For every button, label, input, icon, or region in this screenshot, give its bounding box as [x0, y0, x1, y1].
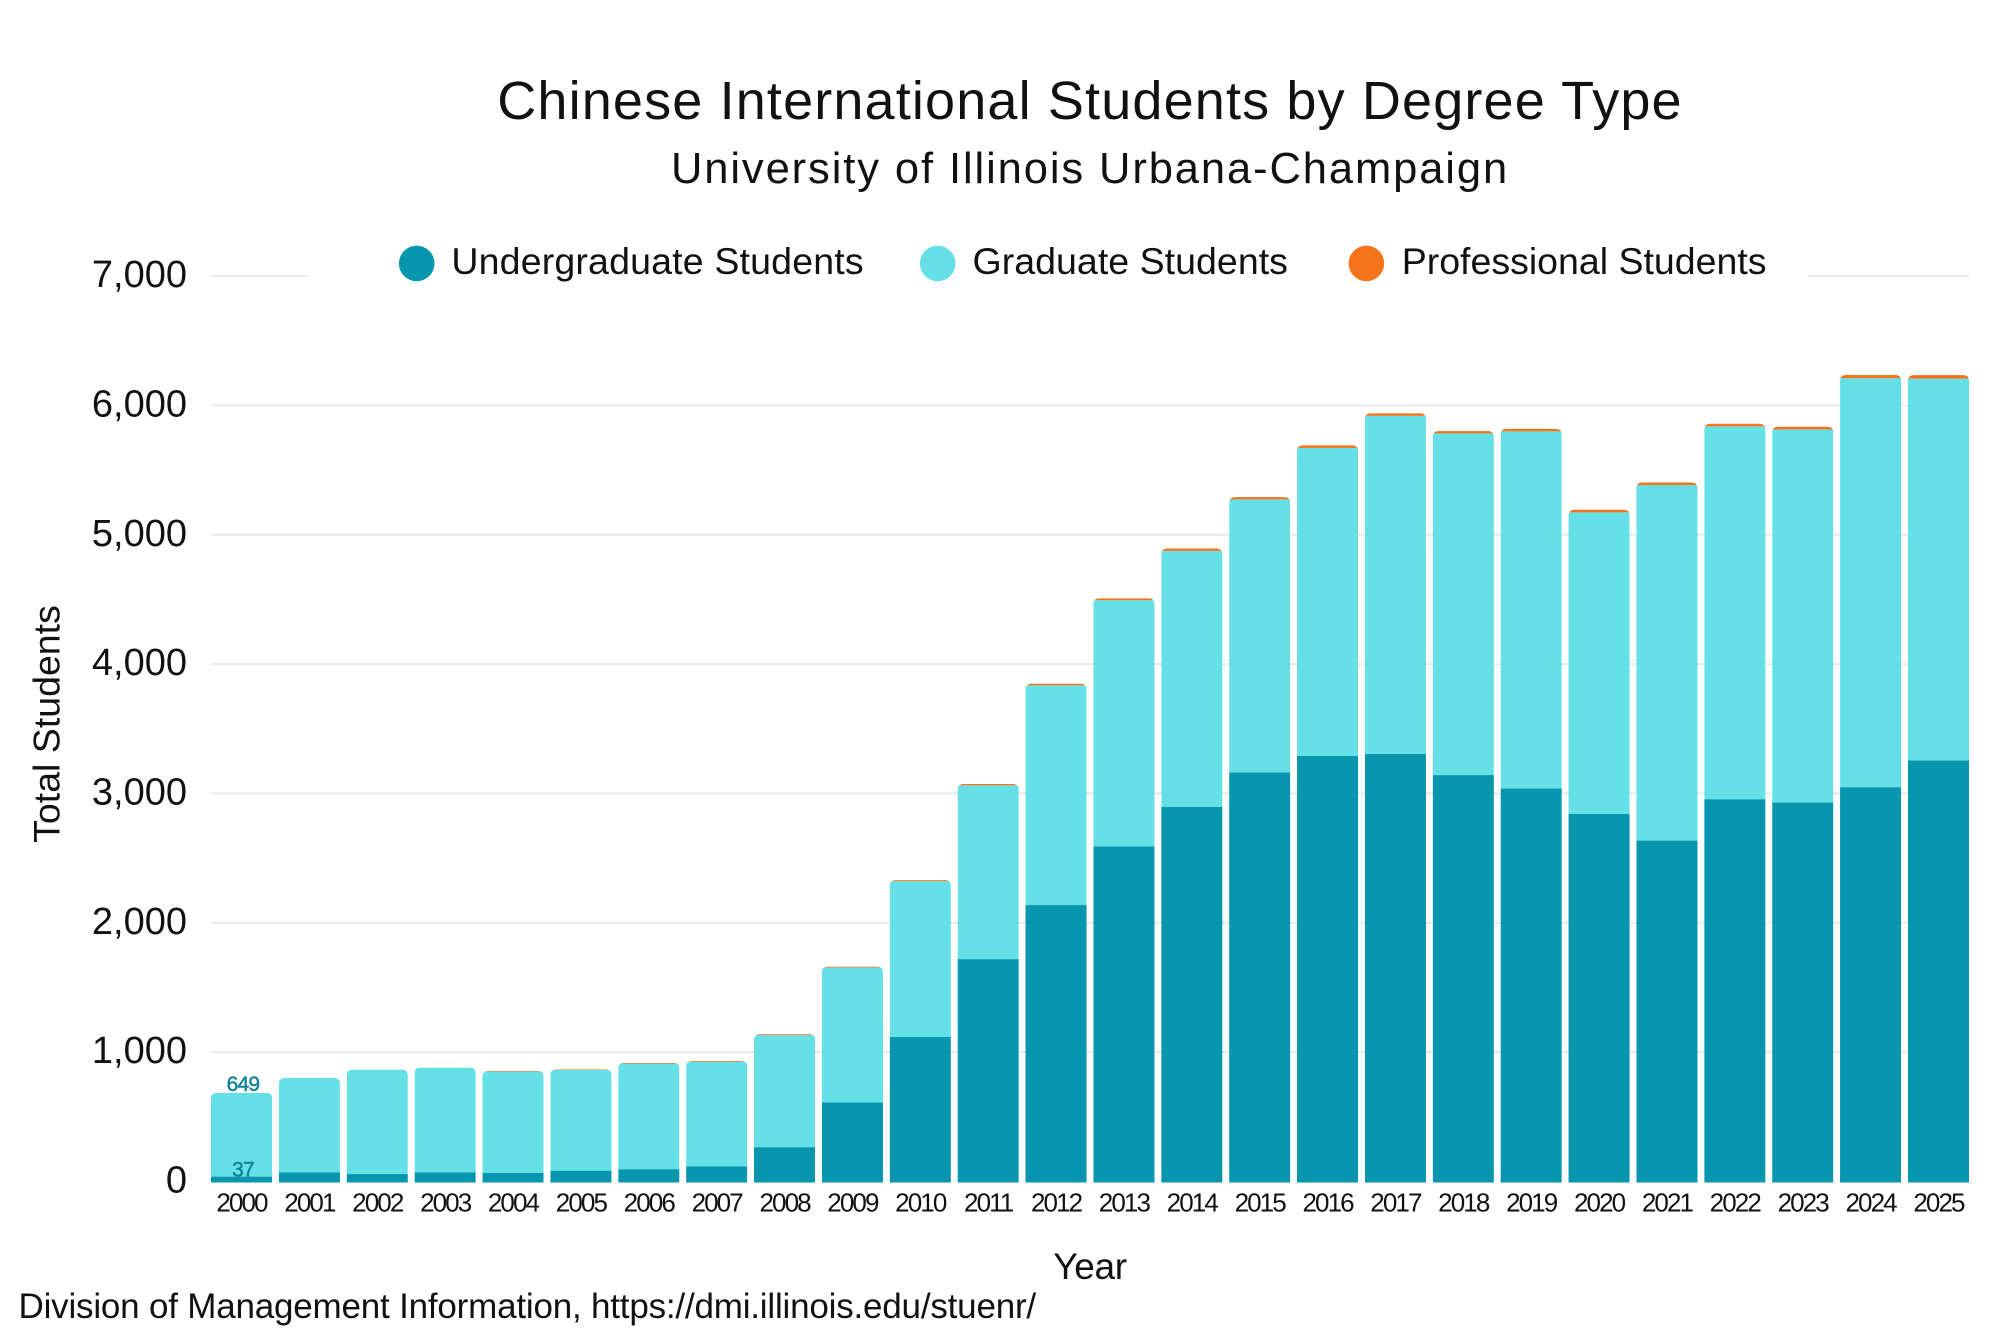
svg-text:2000: 2000	[216, 1188, 268, 1218]
svg-text:2004: 2004	[488, 1188, 540, 1218]
svg-text:1,000: 1,000	[92, 1030, 187, 1072]
svg-text:649: 649	[227, 1073, 260, 1096]
svg-text:Total Students: Total Students	[25, 605, 67, 843]
svg-text:2008: 2008	[759, 1188, 811, 1218]
svg-text:Graduate Students: Graduate Students	[973, 240, 1288, 282]
svg-text:2021: 2021	[1642, 1188, 1694, 1218]
svg-text:5,000: 5,000	[92, 513, 187, 555]
svg-text:2003: 2003	[420, 1188, 472, 1218]
svg-text:7,000: 7,000	[92, 254, 187, 296]
svg-text:2002: 2002	[352, 1188, 404, 1218]
svg-text:2011: 2011	[964, 1188, 1014, 1218]
svg-text:2001: 2001	[284, 1188, 336, 1218]
svg-text:Division of Management Informa: Division of Management Information, http…	[19, 1287, 1037, 1326]
svg-text:2,000: 2,000	[92, 901, 187, 943]
svg-text:2012: 2012	[1031, 1188, 1083, 1218]
svg-text:University of Illinois Urbana-: University of Illinois Urbana-Champaign	[671, 145, 1509, 193]
svg-text:37: 37	[232, 1158, 254, 1181]
svg-text:2015: 2015	[1235, 1188, 1287, 1218]
svg-text:3,000: 3,000	[92, 772, 187, 814]
svg-text:2025: 2025	[1913, 1188, 1965, 1218]
svg-text:2018: 2018	[1438, 1188, 1490, 1218]
svg-text:2023: 2023	[1778, 1188, 1830, 1218]
svg-text:2019: 2019	[1506, 1188, 1558, 1218]
svg-text:6,000: 6,000	[92, 384, 187, 426]
svg-text:2020: 2020	[1574, 1188, 1626, 1218]
svg-text:2007: 2007	[692, 1188, 744, 1218]
svg-text:0: 0	[166, 1160, 187, 1202]
svg-text:2009: 2009	[827, 1188, 879, 1218]
svg-text:2005: 2005	[556, 1188, 608, 1218]
svg-text:2024: 2024	[1845, 1188, 1897, 1218]
svg-text:2006: 2006	[624, 1188, 676, 1218]
svg-text:4,000: 4,000	[92, 642, 187, 684]
svg-text:2010: 2010	[895, 1188, 947, 1218]
svg-text:Year: Year	[1053, 1246, 1127, 1287]
svg-text:2014: 2014	[1167, 1188, 1219, 1218]
svg-text:2016: 2016	[1302, 1188, 1354, 1218]
svg-text:Chinese International Students: Chinese International Students by Degree…	[497, 71, 1683, 131]
svg-text:2013: 2013	[1099, 1188, 1151, 1218]
svg-text:2022: 2022	[1710, 1188, 1762, 1218]
svg-text:Professional Students: Professional Students	[1402, 240, 1767, 282]
svg-text:Undergraduate Students: Undergraduate Students	[451, 240, 863, 282]
svg-text:2017: 2017	[1370, 1188, 1422, 1218]
